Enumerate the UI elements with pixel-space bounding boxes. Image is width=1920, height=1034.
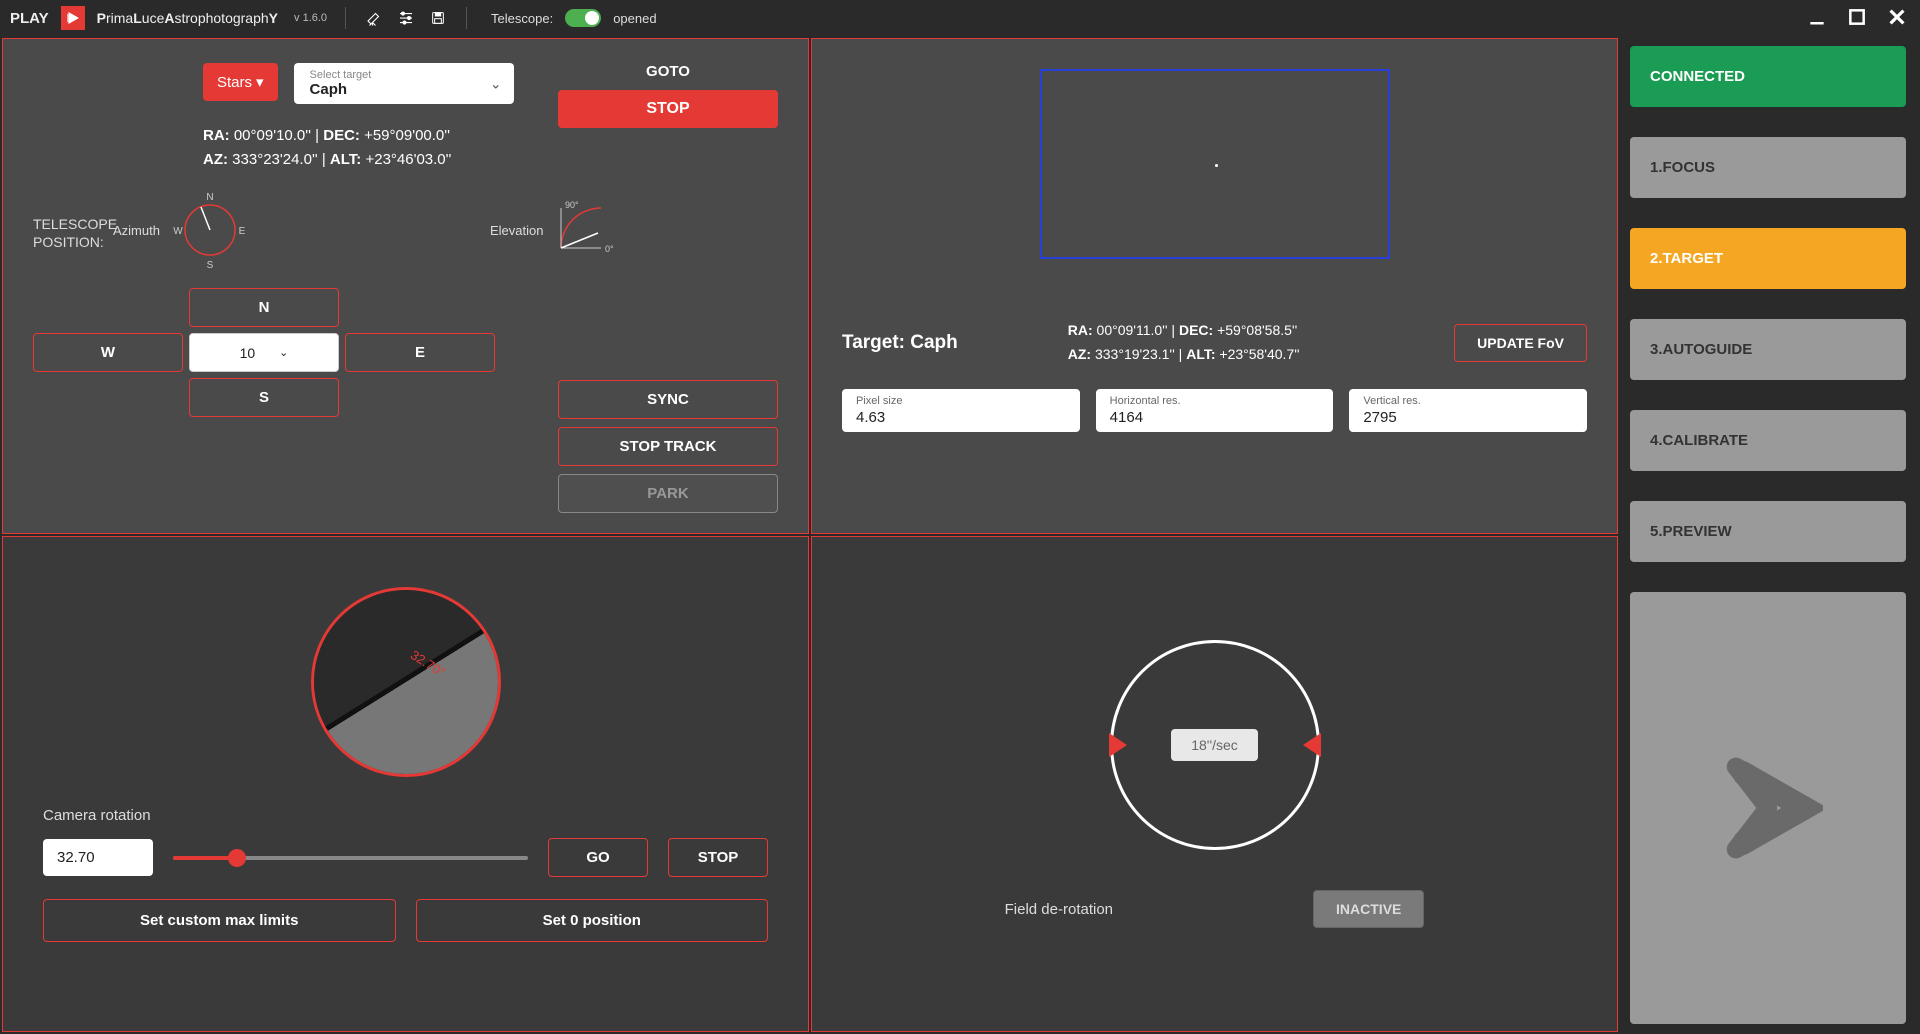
divider [345,7,346,29]
update-fov-button[interactable]: UPDATE FoV [1454,324,1587,362]
minimize-icon[interactable] [1804,4,1830,30]
version-label: v 1.6.0 [294,12,327,24]
slew-east-button[interactable]: E [345,333,495,372]
goto-label: GOTO [558,63,778,80]
chevron-down-icon: ⌄ [490,75,502,92]
derotation-toggle-button[interactable]: INACTIVE [1313,890,1424,928]
step-focus-button[interactable]: 1.FOCUS [1630,137,1906,198]
slew-west-button[interactable]: W [33,333,183,372]
step-target-button[interactable]: 2.TARGET [1630,228,1906,289]
park-button[interactable]: PARK [558,474,778,513]
workflow-sidebar: CONNECTED 1.FOCUS 2.TARGET 3.AUTOGUIDE 4… [1620,36,1920,1034]
svg-text:W: W [173,226,183,237]
slew-rate-select[interactable]: 10⌄ [189,333,339,372]
set-zero-position-button[interactable]: Set 0 position [416,899,769,942]
telescope-position-panel: Stars▾ Select target Caph ⌄ GOTO STOP TE… [2,38,809,534]
sync-button[interactable]: SYNC [558,380,778,419]
rotation-dial: 32.70° [311,587,501,777]
save-icon[interactable] [428,8,448,28]
step-autoguide-button[interactable]: 3.AUTOGUIDE [1630,319,1906,380]
target-select[interactable]: Select target Caph ⌄ [294,63,514,104]
step-preview-button[interactable]: 5.PREVIEW [1630,501,1906,562]
stop-button[interactable]: STOP [558,90,778,128]
telescope-label: Telescope: [491,11,553,26]
close-icon[interactable] [1884,4,1910,30]
azimuth-gauge: Azimuth N S E W [113,190,250,270]
app-name: PrimaLuceAstrophotographY [97,10,278,26]
set-custom-limits-button[interactable]: Set custom max limits [43,899,396,942]
step-calibrate-button[interactable]: 4.CALIBRATE [1630,410,1906,471]
telescope-icon[interactable] [364,8,384,28]
start-sequence-button[interactable] [1630,592,1906,1024]
title-bar: PLAY PrimaLuceAstrophotographY v 1.6.0 T… [0,0,1920,36]
telescope-toggle[interactable] [565,9,601,27]
rotation-stop-button[interactable]: STOP [668,838,768,877]
target-title: Target: Caph [842,332,958,354]
svg-text:90°: 90° [565,200,579,210]
chevron-down-icon: ⌄ [279,346,288,359]
rotation-go-button[interactable]: GO [548,838,648,877]
telescope-position-label: TELESCOPEPOSITION: [33,215,117,251]
target-panel: Target: Caph RA: 00°09'11.0'' | DEC: +59… [811,38,1618,534]
derotation-rate[interactable]: 18''/sec [1171,729,1258,761]
fov-preview [1040,69,1390,259]
elevation-gauge: Elevation 90° 0° [490,200,623,260]
pixel-size-field[interactable]: Pixel size 4.63 [842,389,1080,432]
derotation-dial: 18''/sec [1110,640,1320,850]
target-select-placeholder: Select target [310,69,484,81]
chevron-down-icon: ▾ [256,73,264,91]
target-select-value: Caph [310,81,484,98]
derotation-label: Field de-rotation [1005,901,1113,918]
play-label: PLAY [10,10,49,27]
app-logo [61,6,85,30]
stars-dropdown-button[interactable]: Stars▾ [203,63,278,101]
increase-rate-button[interactable] [1303,733,1321,757]
connected-status-button[interactable]: CONNECTED [1630,46,1906,107]
vertical-res-field[interactable]: Vertical res. 2795 [1349,389,1587,432]
svg-text:S: S [207,260,214,270]
decrease-rate-button[interactable] [1109,733,1127,757]
svg-text:0°: 0° [605,244,614,254]
slew-south-button[interactable]: S [189,378,339,417]
derotation-panel: 18''/sec Field de-rotation INACTIVE [811,536,1618,1032]
telescope-coords: RA: 00°09'10.0'' | DEC: +59°09'00.0'' AZ… [203,124,778,172]
divider [466,7,467,29]
target-coords: RA: 00°09'11.0'' | DEC: +59°08'58.5'' AZ… [1068,319,1300,367]
rotation-slider[interactable] [173,856,528,860]
camera-rotation-label: Camera rotation [43,807,768,824]
maximize-icon[interactable] [1844,4,1870,30]
play-icon [1713,753,1823,863]
svg-text:E: E [239,226,246,237]
svg-text:N: N [206,192,213,203]
stop-track-button[interactable]: STOP TRACK [558,427,778,466]
horizontal-res-field[interactable]: Horizontal res. 4164 [1096,389,1334,432]
rotation-input[interactable]: 32.70 [43,839,153,876]
settings-sliders-icon[interactable] [396,8,416,28]
camera-rotation-panel: 32.70° Camera rotation 32.70 GO STOP Set… [2,536,809,1032]
telescope-status: opened [613,11,656,26]
slew-north-button[interactable]: N [189,288,339,327]
